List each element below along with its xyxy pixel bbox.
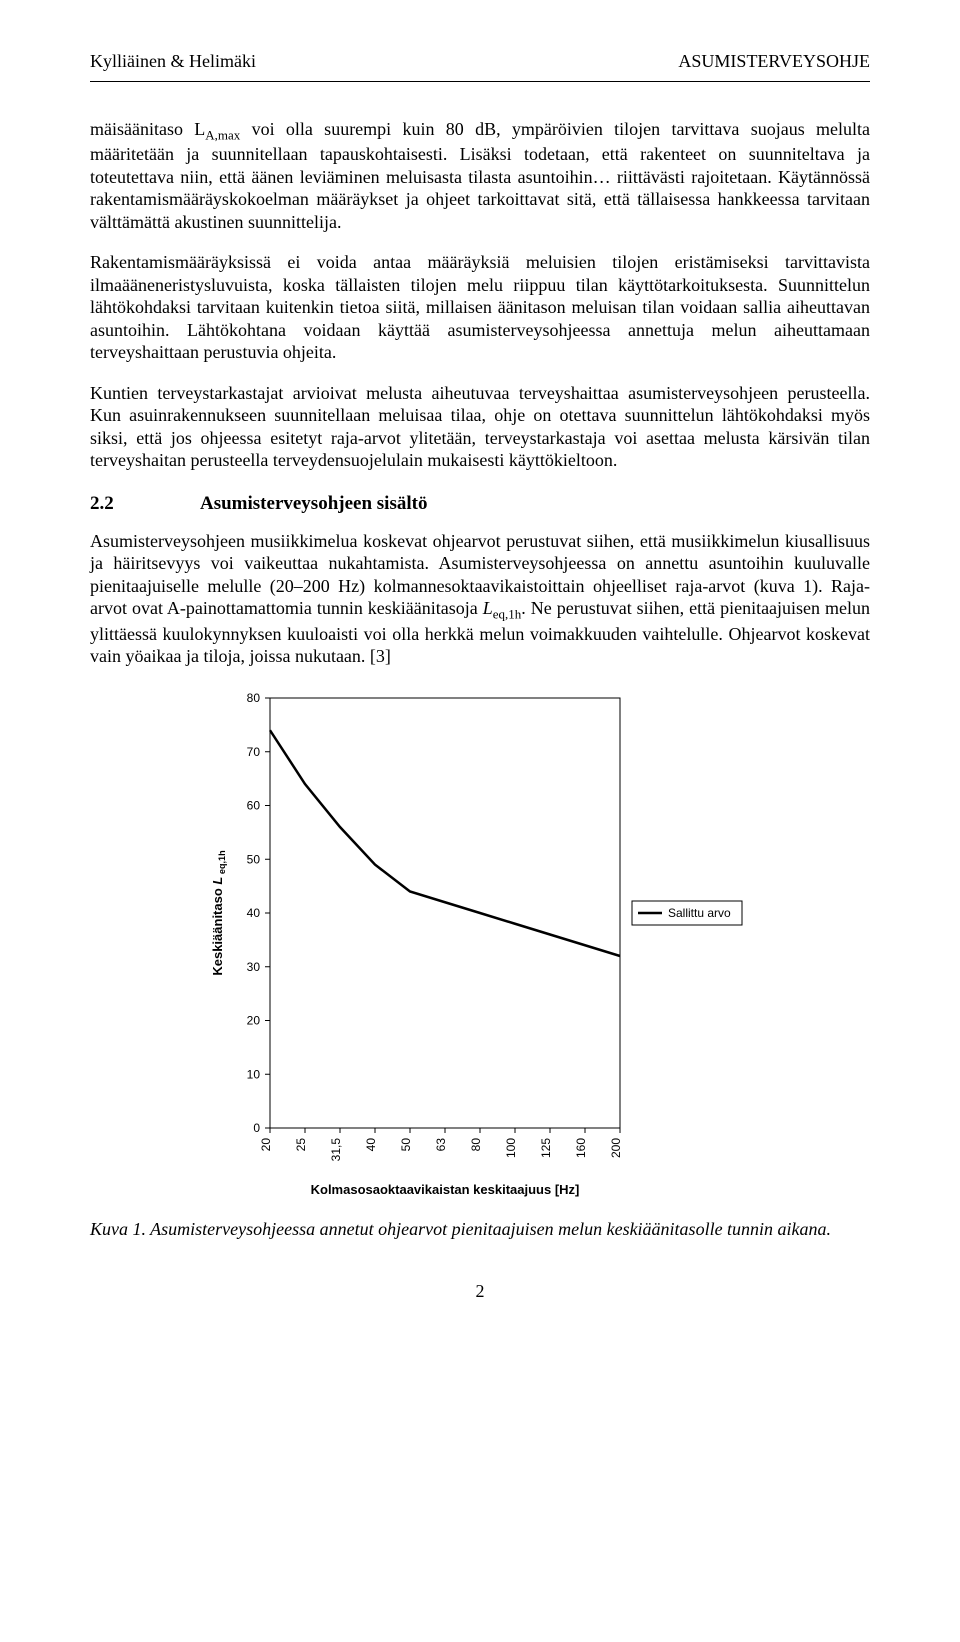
header-rule — [90, 81, 870, 82]
svg-text:200: 200 — [609, 1138, 623, 1158]
svg-text:60: 60 — [247, 798, 261, 812]
figure-caption: Kuva 1. Asumisterveysohjeessa annetut oh… — [90, 1218, 870, 1241]
svg-text:31,5: 31,5 — [329, 1138, 343, 1162]
svg-text:63: 63 — [434, 1138, 448, 1152]
svg-text:Keskiäänitaso L eq,1h: Keskiäänitaso L eq,1h — [210, 850, 227, 975]
svg-text:50: 50 — [399, 1138, 413, 1152]
svg-text:0: 0 — [253, 1121, 260, 1135]
figure-1: 0 10 20 30 40 50 60 70 80 20 25 31,5 40 50 63 80 100 125 1… — [200, 688, 760, 1208]
paragraph-2: Rakentamismääräyksissä ei voida antaa mä… — [90, 251, 870, 364]
svg-text:40: 40 — [247, 906, 261, 920]
svg-text:80: 80 — [469, 1138, 483, 1152]
paragraph-1: mäisäänitaso LA,max voi olla suurempi ku… — [90, 118, 870, 234]
svg-text:10: 10 — [247, 1067, 261, 1081]
svg-text:125: 125 — [539, 1138, 553, 1158]
section-heading: 2.2 Asumisterveysohjeen sisältö — [90, 492, 870, 516]
svg-text:25: 25 — [294, 1138, 308, 1152]
page-header: Kylliäinen & Helimäki ASUMISTERVEYSOHJE — [90, 50, 870, 73]
svg-text:80: 80 — [247, 691, 261, 705]
svg-text:20: 20 — [259, 1138, 273, 1152]
svg-text:70: 70 — [247, 745, 261, 759]
page-number: 2 — [90, 1280, 870, 1303]
svg-text:50: 50 — [247, 852, 261, 866]
svg-text:Sallittu arvo: Sallittu arvo — [668, 906, 731, 920]
svg-text:Kolmasosaoktaavikaistan keskit: Kolmasosaoktaavikaistan keskitaajuus [Hz… — [311, 1182, 580, 1197]
line-chart: 0 10 20 30 40 50 60 70 80 20 25 31,5 40 50 63 80 100 125 1… — [200, 688, 760, 1208]
svg-text:40: 40 — [364, 1138, 378, 1152]
section-number: 2.2 — [90, 492, 200, 516]
paragraph-4: Asumisterveysohjeen musiikkimelua koskev… — [90, 530, 870, 668]
header-title: ASUMISTERVEYSOHJE — [678, 50, 870, 73]
svg-text:30: 30 — [247, 960, 261, 974]
section-title: Asumisterveysohjeen sisältö — [200, 492, 870, 516]
paragraph-3: Kuntien terveystarkastajat arvioivat mel… — [90, 382, 870, 472]
svg-text:20: 20 — [247, 1013, 261, 1027]
svg-text:100: 100 — [504, 1138, 518, 1158]
header-authors: Kylliäinen & Helimäki — [90, 50, 256, 73]
svg-text:160: 160 — [574, 1138, 588, 1158]
